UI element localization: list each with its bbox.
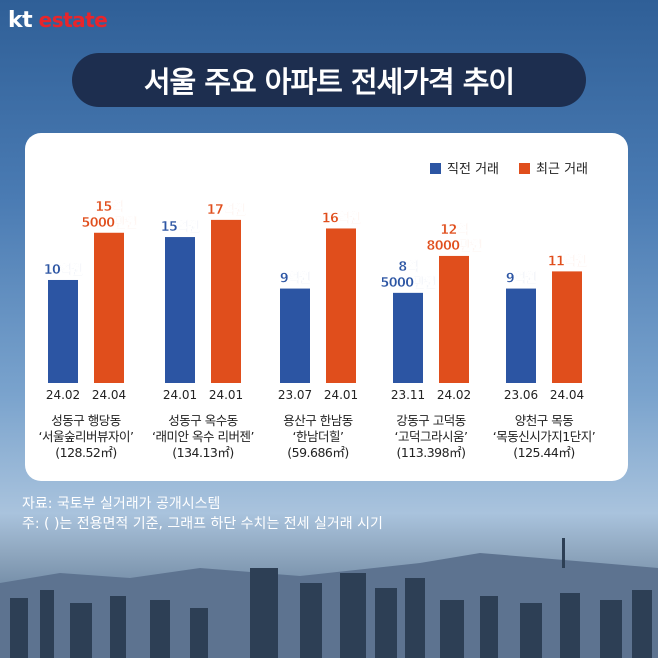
logo-kt: kt [8, 8, 33, 33]
data-label-recent: 12억 [440, 223, 468, 238]
date-label-recent: 24.04 [92, 388, 126, 402]
data-label-recent: 16억원 [322, 211, 361, 226]
category-label: ‘래미안 옥수 리버젠’ [152, 429, 254, 444]
legend-label-recent: 최근 거래 [536, 162, 588, 177]
category-label: 성동구 행당동 [51, 413, 120, 428]
category-label: ‘목동신시가지1단지’ [493, 429, 595, 444]
legend: 직전 거래 최근 거래 [430, 158, 588, 177]
bar-prev [48, 279, 78, 383]
category-label: ‘서울숲리버뷰자이’ [39, 429, 134, 444]
bar-recent [552, 271, 582, 383]
city-skyline-image [0, 538, 658, 658]
bar-recent [326, 228, 356, 383]
data-label-recent: 17억원 [207, 203, 246, 218]
date-label-recent: 24.04 [550, 388, 584, 402]
date-label-prev: 23.11 [391, 388, 425, 402]
data-label-recent: 15억 [95, 200, 123, 215]
data-label-recent: 11억원 [548, 254, 587, 269]
bar-recent [211, 219, 241, 383]
legend-swatch-prev [430, 163, 442, 174]
data-label-prev: 9억원 [506, 272, 537, 287]
date-label-recent: 24.02 [437, 388, 471, 402]
bar-recent [94, 232, 124, 383]
category-label: ‘고덕그라시움’ [395, 429, 468, 444]
page-title: 서울 주요 아파트 전세가격 추이 [72, 53, 586, 107]
date-label-recent: 24.01 [209, 388, 243, 402]
date-label-prev: 23.06 [504, 388, 538, 402]
category-label: (125.44㎡) [513, 445, 575, 460]
source-note: 자료: 국토부 실거래가 공개시스템 [22, 496, 221, 512]
data-label-prev: 8억 [398, 260, 417, 275]
category-label: 양천구 목동 [515, 413, 573, 428]
date-label-prev: 24.01 [163, 388, 197, 402]
category-label: 용산구 한남동 [283, 413, 352, 428]
bar-recent [439, 255, 469, 383]
kt-estate-logo: kt estate [8, 8, 108, 33]
data-label-recent: 8000만원 [426, 238, 481, 254]
bar-prev [165, 237, 195, 383]
chart-card: 직전 거래 최근 거래 10억원 24.02 15억 5000만원 24.04 성동구 행… [25, 133, 628, 481]
data-label-recent: 5000만원 [81, 215, 136, 231]
legend-label-prev: 직전 거래 [447, 162, 500, 177]
category-label: (113.398㎡) [397, 445, 466, 460]
category-label: (59.686㎡) [287, 445, 349, 460]
data-label-prev: 9억원 [280, 272, 311, 287]
date-label-prev: 23.07 [278, 388, 312, 402]
bar-prev [506, 288, 536, 383]
data-label-prev: 10억원 [44, 263, 83, 278]
data-label-prev: 5000만원 [380, 275, 435, 291]
footnotes: 자료: 국토부 실거래가 공개시스템 주: ( )는 전용면적 기준, 그래프 … [22, 494, 383, 534]
category-label: 강동구 고덕동 [396, 413, 465, 428]
bar-prev [280, 288, 310, 383]
date-label-recent: 24.01 [324, 388, 358, 402]
legend-prev: 직전 거래 [430, 158, 499, 177]
logo-estate: estate [38, 8, 108, 32]
date-label-prev: 24.02 [46, 388, 80, 402]
area-note: 주: ( )는 전용면적 기준, 그래프 하단 수치는 전세 실거래 시기 [22, 516, 383, 532]
legend-swatch-recent [519, 163, 531, 174]
bar-prev [393, 292, 423, 383]
data-label-prev: 15억원 [161, 220, 200, 235]
category-label: 성동구 옥수동 [168, 413, 237, 428]
category-label: (128.52㎡) [55, 445, 117, 460]
category-label: ‘한남더힐’ [293, 429, 344, 444]
category-label: (134.13㎡) [172, 445, 234, 460]
legend-recent: 최근 거래 [519, 158, 588, 177]
